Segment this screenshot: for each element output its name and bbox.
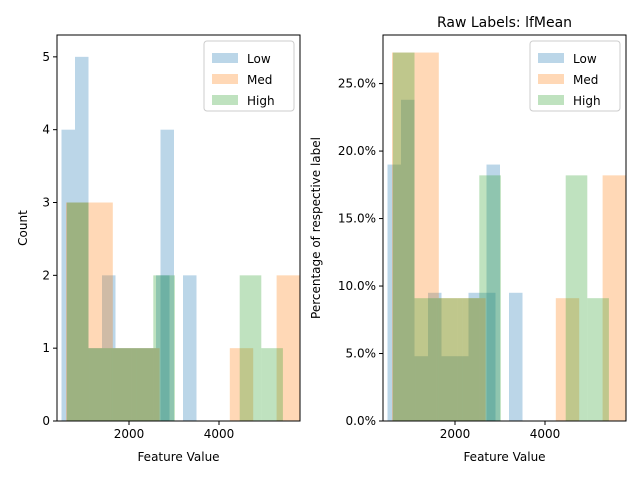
right-legend-swatch-high xyxy=(538,95,564,105)
right-x-axis-label: Feature Value xyxy=(463,450,545,464)
left-bar-med xyxy=(136,348,160,421)
right-bar-low xyxy=(428,292,442,421)
right-legend: Low Med High xyxy=(529,40,621,112)
left-bar-low xyxy=(75,56,89,421)
left-bar-med xyxy=(276,275,300,421)
left-legend-label-low: Low xyxy=(247,52,271,66)
left-bar-med xyxy=(66,202,90,421)
right-bars xyxy=(387,52,626,422)
right-bar-high xyxy=(414,298,437,421)
left-bars xyxy=(61,56,300,421)
right-y-tick-label: 0.0% xyxy=(346,414,377,428)
left-bar-high xyxy=(131,348,154,421)
left-subplot: 2000 4000 0 1 2 3 4 5 Feature Value Count Low Me… xyxy=(16,34,301,464)
right-axes-frame xyxy=(382,34,627,422)
right-y-tick-label: 25.0% xyxy=(338,77,376,91)
left-bar-med xyxy=(112,348,137,421)
left-bar-high xyxy=(261,348,283,421)
left-legend-swatch-high xyxy=(212,95,238,105)
right-bar-high xyxy=(587,298,609,421)
right-bar-med xyxy=(602,175,626,421)
right-bar-high xyxy=(457,298,480,421)
right-bar-low xyxy=(509,292,523,421)
right-bar-low xyxy=(387,164,401,421)
right-legend-label-med: Med xyxy=(573,73,598,87)
right-legend-swatch-med xyxy=(538,74,564,84)
right-bar-low xyxy=(486,164,500,421)
right-legend-box xyxy=(529,40,621,112)
left-legend-label-high: High xyxy=(247,94,275,108)
right-bar-low xyxy=(482,292,496,421)
left-bar-high xyxy=(153,275,175,421)
left-ticks: 2000 4000 0 1 2 3 4 5 xyxy=(42,50,234,441)
left-bar-low xyxy=(102,275,116,421)
right-bar-high xyxy=(392,52,415,421)
left-y-tick-label: 5 xyxy=(42,50,50,64)
left-legend-swatch-low xyxy=(212,53,238,63)
right-ticks: 2000 4000 0.0% 5.0% 10.0% 15.0% 20.0% 25.0% xyxy=(338,77,560,441)
right-bar-low xyxy=(455,356,469,421)
left-y-axis-label: Count xyxy=(16,210,30,246)
right-bar-high xyxy=(565,175,588,421)
left-bar-low xyxy=(183,275,197,421)
right-bar-low xyxy=(441,356,455,421)
left-bar-med xyxy=(89,202,113,421)
right-legend-swatch-low xyxy=(538,53,564,63)
right-title: Raw Labels: lfMean xyxy=(437,15,572,31)
left-bar-high xyxy=(66,202,89,421)
left-bar-low xyxy=(160,129,174,421)
left-y-tick-label: 2 xyxy=(42,268,50,282)
left-legend-box xyxy=(203,40,295,112)
right-bar-med xyxy=(462,298,486,421)
right-bar-high xyxy=(436,298,458,421)
left-bar-low xyxy=(115,348,129,421)
right-y-tick-label: 5.0% xyxy=(346,347,377,361)
left-bar-low xyxy=(88,348,102,421)
right-y-axis-label: Percentage of respective label xyxy=(309,137,323,319)
right-bar-med xyxy=(415,52,439,421)
right-y-tick-label: 20.0% xyxy=(338,144,376,158)
left-bar-med xyxy=(229,348,254,421)
left-y-tick-label: 1 xyxy=(42,341,50,355)
left-legend: Low Med High xyxy=(203,40,295,112)
left-bar-high xyxy=(110,348,132,421)
left-legend-label-med: Med xyxy=(247,73,272,87)
left-axes-frame xyxy=(56,34,301,422)
left-bar-high xyxy=(239,275,262,421)
left-x-tick-label: 4000 xyxy=(204,427,235,441)
right-subplot: 2000 4000 0.0% 5.0% 10.0% 15.0% 20.0% 25.0% Raw… xyxy=(309,15,627,464)
right-y-tick-label: 15.0% xyxy=(338,212,376,226)
right-legend-label-high: High xyxy=(573,94,601,108)
left-bar-low xyxy=(142,348,156,421)
right-legend-label-low: Low xyxy=(573,52,597,66)
left-x-axis-label: Feature Value xyxy=(137,450,219,464)
left-bar-high xyxy=(88,348,111,421)
right-bar-med xyxy=(555,298,580,421)
right-bar-med xyxy=(392,52,416,421)
left-x-tick-label: 2000 xyxy=(114,427,145,441)
left-y-tick-label: 3 xyxy=(42,196,50,210)
right-bar-low xyxy=(414,356,428,421)
right-bar-med xyxy=(438,298,463,421)
left-legend-swatch-med xyxy=(212,74,238,84)
right-bar-high xyxy=(479,175,501,421)
right-x-tick-label: 2000 xyxy=(440,427,471,441)
left-bar-low xyxy=(156,275,170,421)
right-bar-low xyxy=(401,99,415,422)
right-y-tick-label: 10.0% xyxy=(338,279,376,293)
left-y-tick-label: 0 xyxy=(42,414,50,428)
right-bar-low xyxy=(468,292,482,421)
left-bar-low xyxy=(129,348,143,421)
left-bar-low xyxy=(61,129,75,421)
left-y-tick-label: 4 xyxy=(42,123,50,137)
right-x-tick-label: 4000 xyxy=(530,427,561,441)
